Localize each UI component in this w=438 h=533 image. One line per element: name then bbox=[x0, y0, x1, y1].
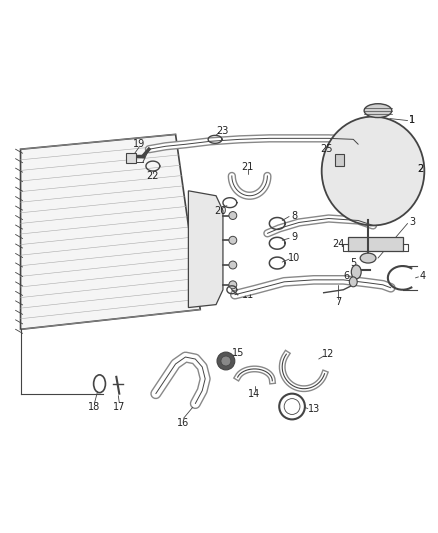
Text: 25: 25 bbox=[320, 144, 333, 154]
Text: 3: 3 bbox=[410, 217, 416, 228]
Text: 14: 14 bbox=[248, 389, 261, 399]
Text: 10: 10 bbox=[288, 253, 300, 263]
Circle shape bbox=[217, 352, 235, 370]
Text: 9: 9 bbox=[291, 232, 297, 243]
Ellipse shape bbox=[321, 117, 424, 225]
Ellipse shape bbox=[360, 253, 376, 263]
Circle shape bbox=[229, 281, 237, 289]
Text: 16: 16 bbox=[177, 418, 190, 429]
Ellipse shape bbox=[364, 104, 392, 118]
Text: 24: 24 bbox=[332, 239, 345, 249]
Circle shape bbox=[221, 356, 231, 366]
Text: 2: 2 bbox=[417, 164, 424, 174]
Text: 5: 5 bbox=[350, 258, 357, 268]
Circle shape bbox=[229, 261, 237, 269]
Text: 19: 19 bbox=[133, 139, 145, 149]
Text: 6: 6 bbox=[343, 271, 350, 281]
FancyBboxPatch shape bbox=[126, 153, 136, 163]
Ellipse shape bbox=[350, 277, 357, 287]
Text: 12: 12 bbox=[322, 349, 335, 359]
Circle shape bbox=[229, 236, 237, 244]
FancyBboxPatch shape bbox=[348, 237, 403, 251]
Text: 18: 18 bbox=[88, 401, 100, 411]
Text: 2: 2 bbox=[417, 164, 424, 174]
Text: 11: 11 bbox=[241, 290, 254, 300]
Text: 7: 7 bbox=[336, 297, 342, 306]
Text: 4: 4 bbox=[419, 271, 425, 281]
Text: 1: 1 bbox=[410, 115, 416, 125]
Text: 23: 23 bbox=[216, 126, 228, 136]
Text: 8: 8 bbox=[291, 211, 297, 221]
Polygon shape bbox=[21, 134, 200, 329]
Text: 13: 13 bbox=[307, 403, 320, 414]
Text: 15: 15 bbox=[232, 348, 244, 358]
Ellipse shape bbox=[351, 265, 361, 279]
Polygon shape bbox=[188, 191, 223, 308]
Text: 22: 22 bbox=[147, 171, 159, 181]
FancyBboxPatch shape bbox=[335, 154, 344, 166]
Text: 17: 17 bbox=[113, 401, 125, 411]
Text: 1: 1 bbox=[410, 115, 416, 125]
Circle shape bbox=[229, 212, 237, 220]
Text: 21: 21 bbox=[241, 162, 254, 172]
Text: 20: 20 bbox=[214, 206, 226, 215]
